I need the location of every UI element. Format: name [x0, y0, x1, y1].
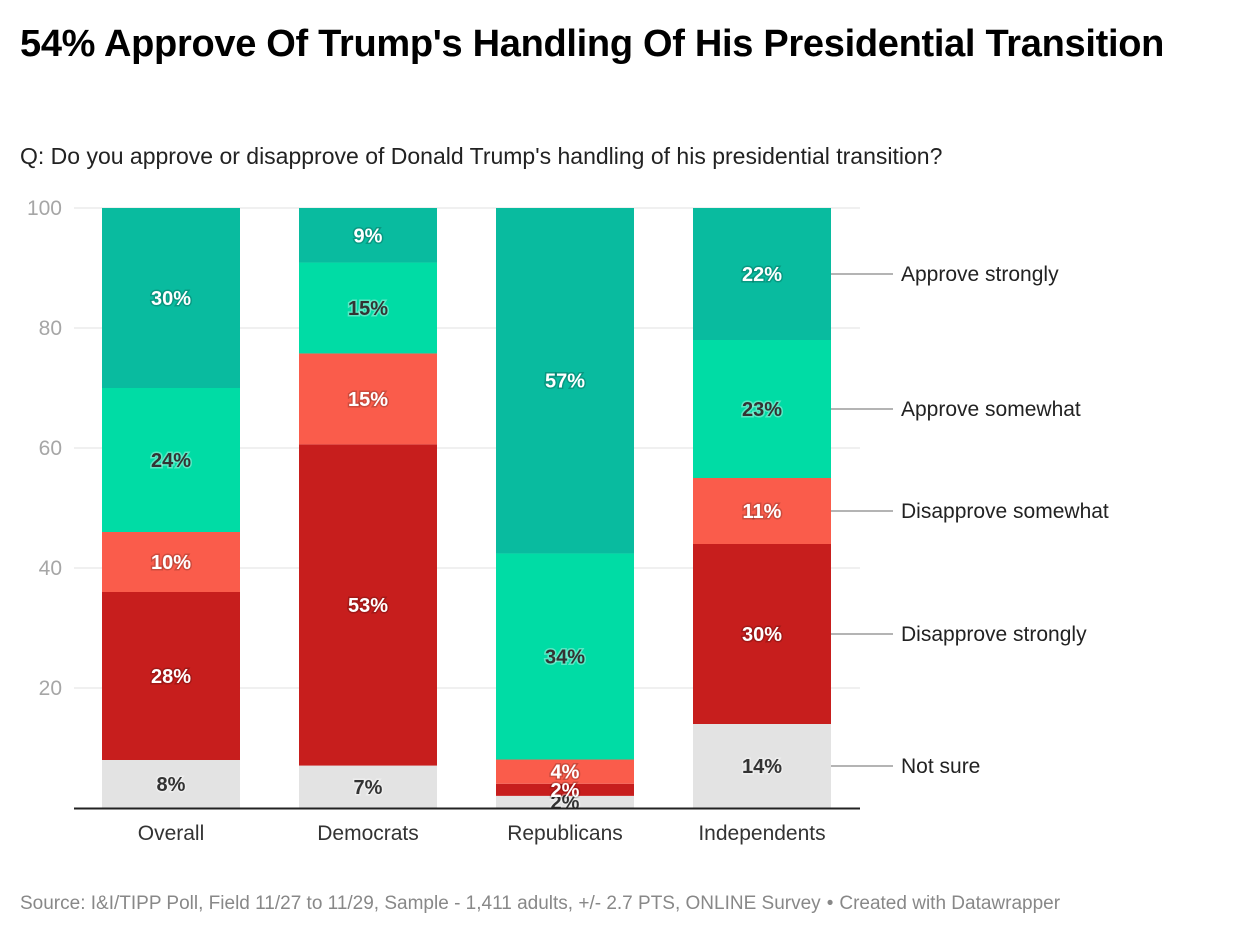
source-note: Source: I&I/TIPP Poll, Field 11/27 to 11…	[20, 893, 821, 914]
chart-subtitle: Q: Do you approve or disapprove of Donal…	[20, 143, 943, 169]
bar-segment	[496, 759, 634, 784]
value-labels: 8%28%10%24%30%7%53%15%15%9%2%2%4%34%57%1…	[149, 224, 783, 816]
footer: Source: I&I/TIPP Poll, Field 11/27 to 11…	[20, 893, 1060, 915]
bar-segment	[102, 592, 240, 760]
bar-segment	[693, 478, 831, 544]
value-label: 34%	[545, 646, 585, 668]
x-tick-label: Democrats	[317, 822, 419, 845]
legend-label: Approve somewhat	[901, 398, 1081, 421]
value-label: 14%	[742, 756, 782, 778]
x-tick-label: Independents	[698, 822, 825, 845]
x-tick-label: Republicans	[507, 822, 623, 845]
bar-segment	[102, 532, 240, 592]
bar-segment	[693, 340, 831, 478]
value-label: 23%	[742, 399, 782, 421]
stacked-bar-chart: 20 40 60 80 100 8% 28% 10% 24% 30% 7% 53% 15% 15% 9% 2…	[27, 197, 1109, 845]
y-axis-ticks: 20 40 60 80 100	[27, 197, 62, 700]
legend: Not sure Disapprove strongly Disapprove so…	[831, 263, 1109, 778]
bar-segment	[102, 388, 240, 532]
bar-segment	[102, 760, 240, 808]
value-label: 15%	[348, 298, 388, 320]
legend-label: Disapprove somewhat	[901, 500, 1109, 523]
legend-item: Approve somewhat	[831, 398, 1081, 421]
y-tick-label: 40	[39, 557, 62, 580]
legend-item: Approve strongly	[831, 263, 1059, 286]
value-label: 30%	[151, 288, 191, 310]
bar-overall	[102, 208, 240, 808]
value-label: 53%	[348, 595, 388, 617]
value-label: 11%	[743, 501, 782, 523]
bar-republicans	[496, 208, 634, 808]
bar-segment	[299, 765, 437, 808]
bar-segment	[299, 353, 437, 445]
bar-independents	[693, 208, 831, 808]
y-tick-label: 80	[39, 317, 62, 340]
legend-label: Disapprove strongly	[901, 623, 1087, 646]
legend-label: Approve strongly	[901, 263, 1059, 286]
value-label: 10%	[151, 552, 191, 574]
y-tick-label: 100	[27, 197, 62, 220]
legend-label: Not sure	[901, 755, 980, 778]
value-label: 28%	[151, 666, 191, 688]
bar-segment	[693, 724, 831, 808]
bar-segment	[496, 208, 634, 554]
value-label: 7%	[354, 777, 383, 799]
footer-separator: •	[826, 893, 834, 914]
x-axis-ticks: Overall Democrats Republicans Independents	[138, 822, 826, 845]
bar-segment	[102, 208, 240, 388]
bars	[102, 208, 831, 808]
value-label: 57%	[545, 371, 585, 393]
bar-segment	[496, 783, 634, 796]
bar-segment	[299, 262, 437, 354]
value-label: 24%	[151, 450, 191, 472]
legend-item: Disapprove somewhat	[831, 500, 1109, 523]
y-tick-label: 60	[39, 437, 62, 460]
y-tick-label: 20	[39, 677, 62, 700]
legend-item: Disapprove strongly	[831, 623, 1087, 646]
legend-item: Not sure	[831, 755, 980, 778]
bar-democrats	[299, 208, 437, 808]
value-label: 4%	[551, 762, 580, 784]
chart-title: 54% Approve Of Trump's Handling Of His P…	[20, 23, 1165, 65]
value-label: 8%	[157, 774, 186, 796]
bar-segment	[299, 208, 437, 263]
x-tick-label: Overall	[138, 822, 205, 845]
bar-segment	[693, 544, 831, 724]
bar-segment	[693, 208, 831, 340]
value-label: 30%	[742, 624, 782, 646]
bar-segment	[496, 553, 634, 760]
bar-segment	[496, 795, 634, 808]
value-label: 2%	[551, 780, 580, 802]
datawrapper-credit[interactable]: Created with Datawrapper	[839, 893, 1061, 914]
value-label: 9%	[354, 225, 383, 247]
value-label: 22%	[742, 264, 782, 286]
value-label: 15%	[348, 389, 388, 411]
bar-segment	[299, 444, 437, 766]
